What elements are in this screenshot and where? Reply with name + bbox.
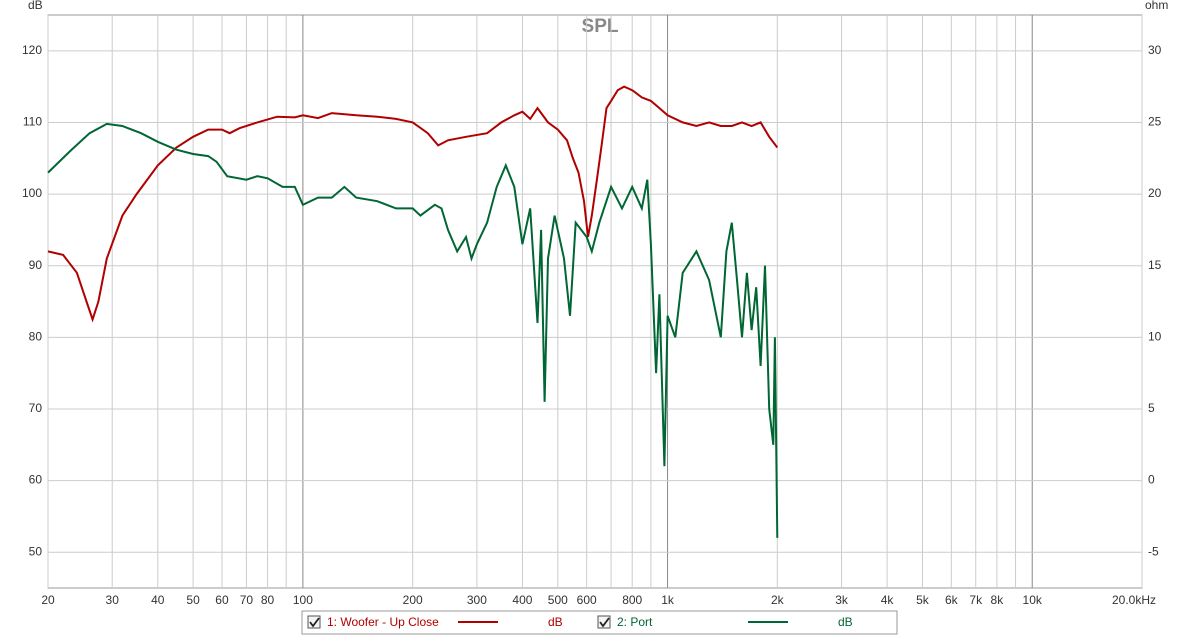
chart-title: SPL — [582, 16, 619, 37]
y-tick-label: 110 — [23, 115, 42, 129]
x-tick-label: 800 — [622, 593, 642, 607]
y-tick-label: 120 — [22, 43, 42, 57]
legend-unit: dB — [548, 615, 563, 629]
x-tick-label: 60 — [215, 593, 229, 607]
x-tick-label: 4k — [881, 593, 895, 607]
y2-tick-label: 0 — [1148, 473, 1155, 487]
series-line — [47, 122, 779, 538]
x-tick-label: 100 — [293, 593, 313, 607]
y2-tick-label: -5 — [1148, 544, 1159, 558]
x-tick-label: 1k — [661, 593, 675, 607]
legend-checkbox[interactable] — [597, 615, 611, 629]
x-tick-label: 7k — [969, 593, 983, 607]
x-tick-label: 5k — [916, 593, 930, 607]
x-tick-label: 10k — [1023, 593, 1043, 607]
x-tick-label: 30 — [106, 593, 120, 607]
legend-unit: dB — [838, 615, 853, 629]
y-tick-label: 50 — [29, 544, 43, 558]
y-tick-label: 90 — [29, 258, 43, 272]
y-tick-label: 80 — [29, 329, 43, 343]
y-axis-label: dB — [28, 0, 43, 12]
y2-tick-label: 15 — [1148, 258, 1162, 272]
y-tick-label: 100 — [22, 186, 42, 200]
y2-tick-label: 5 — [1148, 401, 1155, 415]
x-tick-label: 6k — [945, 593, 959, 607]
x-tick-label: 600 — [577, 593, 597, 607]
y2-tick-label: 10 — [1148, 329, 1162, 343]
series-line — [47, 85, 779, 323]
x-tick-label: 2k — [771, 593, 785, 607]
x-tick-label: 20 — [41, 593, 55, 607]
y2-tick-label: 20 — [1148, 186, 1162, 200]
x-tick-label: 40 — [151, 593, 165, 607]
y-tick-label: 70 — [29, 401, 43, 415]
x-tick-label: 50 — [186, 593, 200, 607]
x-tick-label: 80 — [261, 593, 275, 607]
x-tick-label: 400 — [512, 593, 532, 607]
y2-tick-label: 25 — [1148, 115, 1162, 129]
plot-area — [47, 14, 1143, 589]
x-tick-label: 200 — [403, 593, 423, 607]
x-tick-label: 20.0kHz — [1112, 593, 1156, 607]
legend-label: 2: Port — [617, 615, 653, 629]
x-tick-label: 70 — [240, 593, 254, 607]
y2-axis-label: ohm — [1145, 0, 1168, 12]
legend-label: 1: Woofer - Up Close — [327, 615, 439, 629]
y2-tick-label: 30 — [1148, 43, 1162, 57]
y-tick-label: 60 — [29, 473, 43, 487]
legend-check — [309, 617, 320, 628]
x-tick-label: 3k — [835, 593, 849, 607]
x-tick-label: 300 — [467, 593, 487, 607]
legend-checkbox[interactable] — [307, 615, 321, 629]
legend-check — [599, 617, 610, 628]
x-tick-label: 500 — [548, 593, 568, 607]
x-tick-label: 8k — [991, 593, 1005, 607]
